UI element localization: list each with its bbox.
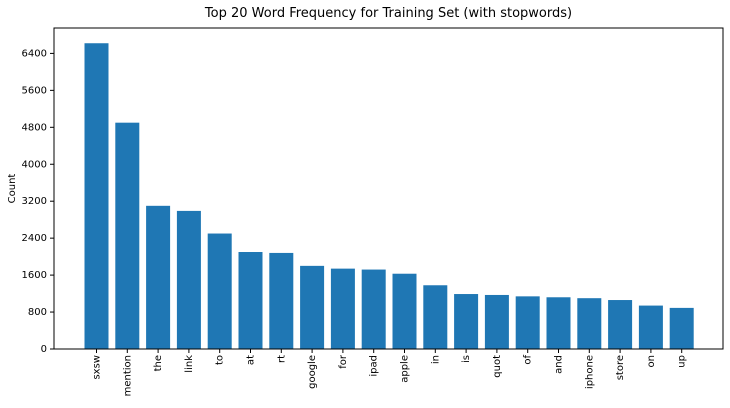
x-tick-label: rt <box>276 355 287 363</box>
x-tick-label: up <box>677 355 688 368</box>
bar-quot <box>484 294 509 349</box>
bar-for <box>330 268 355 349</box>
bar-google <box>300 265 325 349</box>
x-tick-label: on <box>646 355 657 367</box>
y-tick-label: 3200 <box>22 196 47 207</box>
chart-title: Top 20 Word Frequency for Training Set (… <box>204 6 572 21</box>
x-tick-label: apple <box>400 355 411 383</box>
plot-area <box>84 43 694 350</box>
x-tick-label: for <box>338 354 349 369</box>
x-tick-label: mention <box>122 355 133 396</box>
x-tick-label: sxsw <box>92 355 103 380</box>
x-tick-label: link <box>184 355 195 373</box>
plot-frame <box>53 27 724 350</box>
y-tick-label: 0 <box>41 344 47 355</box>
bar-is <box>454 294 479 349</box>
x-tick-label: quot <box>492 355 503 378</box>
y-tick-label: 5600 <box>22 85 47 96</box>
bar-store <box>608 300 633 349</box>
bar-rt <box>269 252 294 349</box>
x-axis-ticks: sxsw mention the link to at rt google for ipad app… <box>92 349 688 396</box>
bar-ipad <box>361 269 386 349</box>
x-tick-label: ipad <box>369 355 380 377</box>
y-tick-label: 2400 <box>22 233 47 244</box>
bar-to <box>207 233 232 349</box>
x-tick-label: in <box>430 355 441 364</box>
x-tick-label: the <box>153 355 164 371</box>
y-axis-label: Count <box>7 174 18 204</box>
bar-on <box>638 305 663 349</box>
x-tick-label: is <box>461 355 472 363</box>
bar-iphone <box>577 298 602 349</box>
x-tick-label: store <box>615 355 626 380</box>
bar-of <box>515 296 540 349</box>
bar-up <box>669 307 694 349</box>
bar-link <box>176 210 201 349</box>
x-tick-label: at <box>246 355 257 365</box>
bar-apple <box>392 273 417 349</box>
y-tick-label: 4000 <box>22 159 47 170</box>
x-tick-label: and <box>554 355 565 374</box>
y-tick-label: 800 <box>28 307 47 318</box>
x-tick-label: google <box>307 355 318 389</box>
y-tick-label: 1600 <box>22 270 47 281</box>
y-axis-ticks: 0 800 1600 2400 3200 4000 4800 5600 6400 <box>22 48 54 355</box>
y-tick-label: 4800 <box>22 122 47 133</box>
y-tick-label: 6400 <box>22 48 47 59</box>
bar-in <box>423 285 448 349</box>
bar-and <box>546 297 571 349</box>
bar-sxsw <box>84 43 109 350</box>
x-tick-label: to <box>215 355 226 365</box>
bar-the <box>146 205 171 349</box>
x-tick-label: of <box>523 355 534 365</box>
x-tick-label: iphone <box>584 355 595 389</box>
bar-at <box>238 252 263 349</box>
bar-mention <box>115 122 140 350</box>
